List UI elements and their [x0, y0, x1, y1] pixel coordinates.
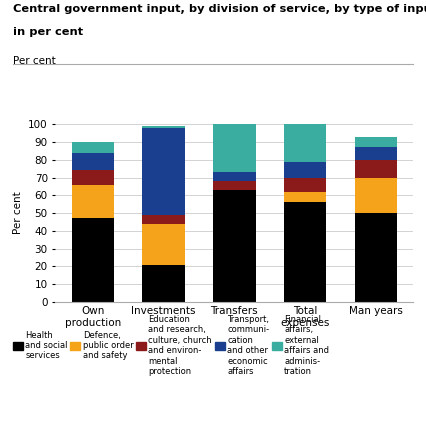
Bar: [354, 160, 397, 178]
Bar: [142, 265, 185, 302]
Bar: [354, 137, 397, 147]
Bar: [354, 213, 397, 302]
Bar: [72, 153, 114, 170]
Bar: [72, 218, 114, 302]
Text: in per cent: in per cent: [13, 27, 83, 37]
Bar: [142, 126, 185, 128]
Bar: [284, 178, 326, 192]
Bar: [213, 124, 256, 172]
Bar: [354, 147, 397, 160]
Bar: [142, 215, 185, 224]
Text: Central government input, by division of service, by type of input,: Central government input, by division of…: [13, 4, 426, 15]
Bar: [213, 172, 256, 181]
Bar: [284, 124, 326, 162]
Bar: [72, 142, 114, 153]
Bar: [72, 170, 114, 185]
Bar: [284, 192, 326, 202]
Bar: [72, 185, 114, 218]
Bar: [142, 224, 185, 265]
Bar: [142, 128, 185, 215]
Bar: [213, 181, 256, 190]
Bar: [284, 162, 326, 178]
Legend: Health
and social
services, Defence,
public order
and safety, Education
and rese: Health and social services, Defence, pub…: [13, 315, 329, 376]
Bar: [284, 202, 326, 302]
Text: Per cent: Per cent: [13, 56, 55, 66]
Y-axis label: Per cent: Per cent: [12, 192, 23, 234]
Bar: [213, 190, 256, 302]
Bar: [354, 178, 397, 213]
